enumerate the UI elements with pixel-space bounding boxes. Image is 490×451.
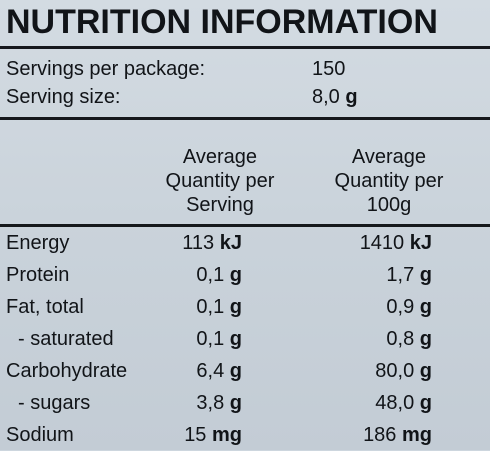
per-serving-value: 113 kJ [182,232,242,254]
per-100g-value: 0,9 g [386,296,432,318]
serving-size-unit: g [345,86,358,108]
column-header-per-100g-line: 100g [366,194,412,216]
column-header-per-serving-line: Quantity per [165,170,275,192]
row-name: Fat, total [6,296,84,318]
column-header-per-serving-line: Serving [186,194,254,216]
per-serving-value: 0,1 g [196,296,242,318]
row-name: Protein [6,264,70,286]
per-100g-value: 48,0 g [375,392,432,414]
column-header-per-100g: Average Quantity per 100g [312,145,466,217]
table-divider [0,224,490,227]
column-header-per-serving: Average Quantity per Serving [140,145,300,217]
column-header-per-100g-line: Average [351,146,427,168]
per-100g-value: 0,8 g [386,328,432,350]
table-row: Carbohydrate 6,4 g 80,0 g [0,355,490,387]
per-serving-value: 3,8 g [196,392,242,414]
title-divider [0,46,490,49]
row-name: Energy [6,232,70,254]
table-row: Energy 113 kJ 1410 kJ [0,227,490,259]
table-row: Fat, total 0,1 g 0,9 g [0,291,490,323]
per-serving-value: 15 mg [184,424,242,446]
table-row: Protein 0,1 g 1,7 g [0,259,490,291]
column-header-per-serving-line: Average [182,146,258,168]
table-row: - saturated 0,1 g 0,8 g [0,323,490,355]
table-row: - sugars 3,8 g 48,0 g [0,387,490,419]
per-100g-value: 1410 kJ [359,232,432,254]
row-name: - sugars [18,392,91,414]
panel-title: NUTRITION INFORMATION [6,3,438,41]
per-100g-value: 186 mg [363,424,432,446]
header-divider [0,117,490,120]
table-row: Sodium 15 mg 186 mg [0,419,490,451]
servings-per-package-value: 150 [312,58,346,80]
row-name: Carbohydrate [6,360,128,382]
per-serving-value: 0,1 g [196,264,242,286]
per-100g-value: 1,7 g [386,264,432,286]
servings-per-package-label: Servings per package: [6,58,206,80]
row-name: Sodium [6,424,74,446]
serving-size-number: 8,0 [312,86,340,108]
column-header-per-100g-line: Quantity per [334,170,444,192]
row-name: - saturated [18,328,114,350]
serving-size-label: Serving size: [6,86,121,108]
per-serving-value: 0,1 g [196,328,242,350]
serving-size-value: 8,0 g [312,84,358,110]
per-100g-value: 80,0 g [375,360,432,382]
per-serving-value: 6,4 g [196,360,242,382]
